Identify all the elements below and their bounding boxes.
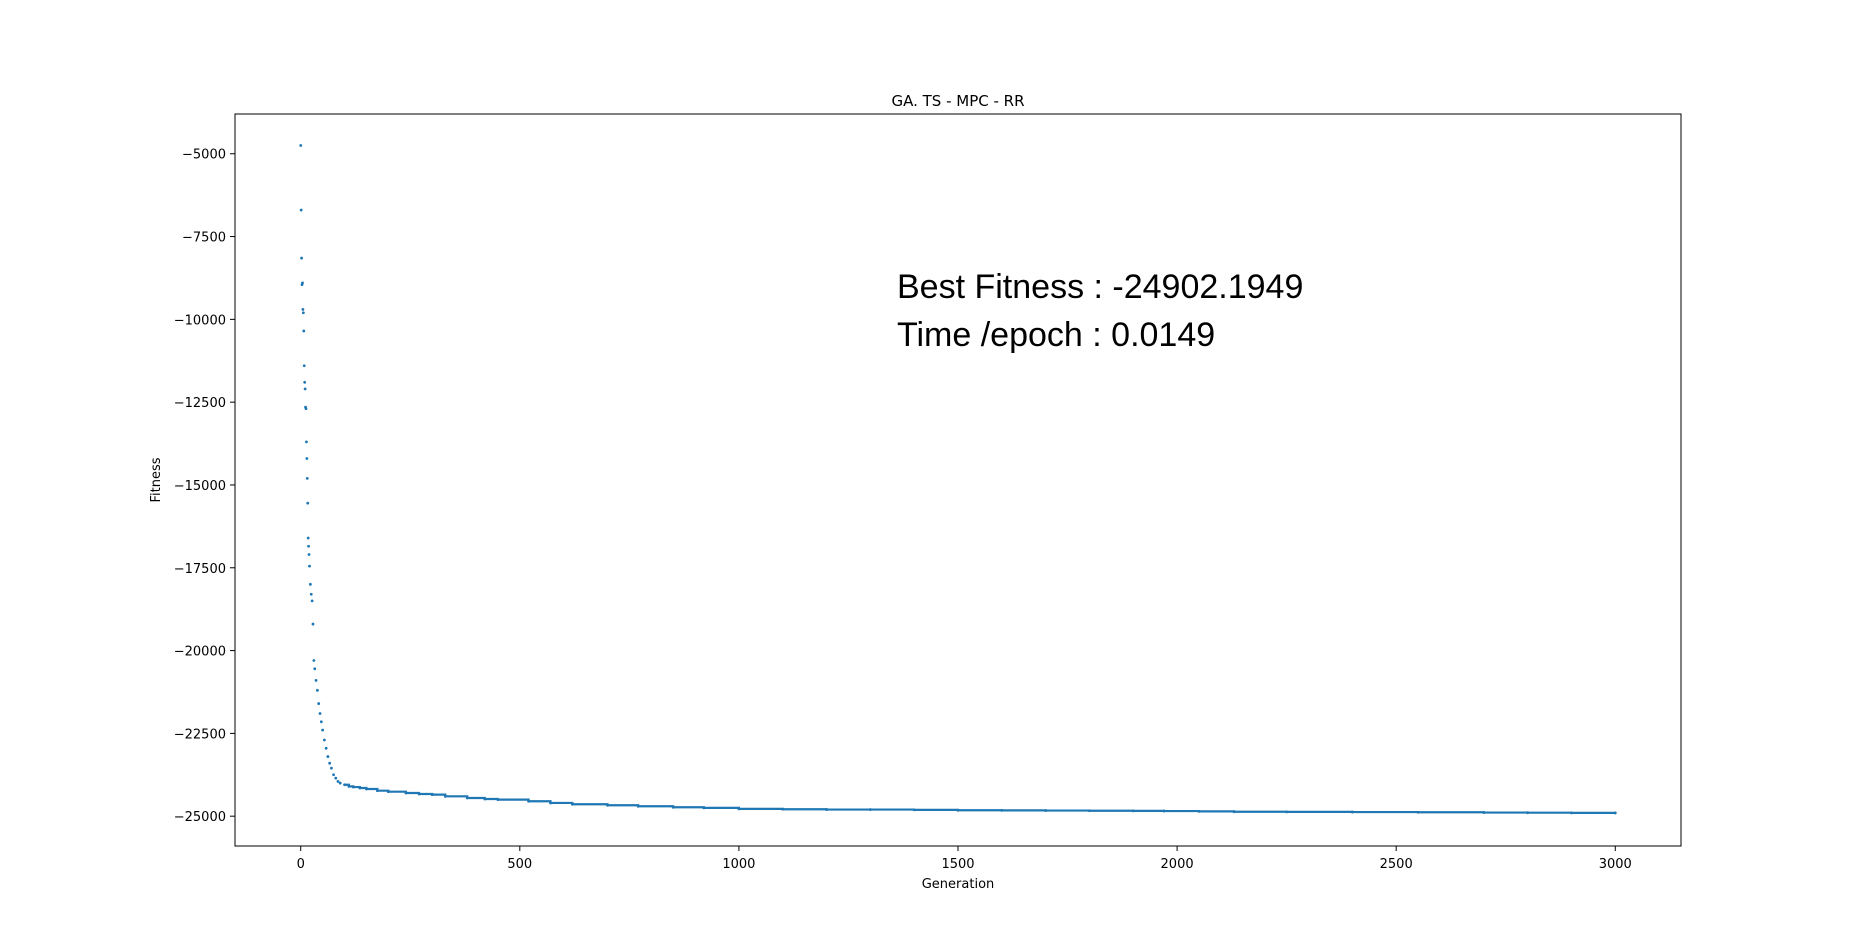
data-point xyxy=(312,659,316,662)
y-tick-label: −12500 xyxy=(174,396,226,411)
x-axis-ticks: 0 500 1000 1500 2000 2500 3000 xyxy=(297,846,1632,872)
x-tick-label: 2500 xyxy=(1380,857,1413,872)
x-tick-label: 1000 xyxy=(722,857,755,872)
x-tick-label: 2000 xyxy=(1161,857,1194,872)
data-point xyxy=(299,144,303,147)
plot-area-frame xyxy=(234,113,1682,847)
y-tick-label: −17500 xyxy=(174,562,226,577)
data-point xyxy=(338,781,342,785)
data-point xyxy=(308,564,311,568)
best-fitness-annotation: Best Fitness : -24902.1949 xyxy=(897,268,1303,306)
y-tick-label: −25000 xyxy=(174,810,226,825)
data-point xyxy=(311,622,315,626)
data-point xyxy=(302,329,306,333)
data-point xyxy=(301,311,305,315)
data-point xyxy=(306,536,310,540)
time-per-epoch-annotation: Time /epoch : 0.0149 xyxy=(897,316,1215,354)
data-point xyxy=(300,256,304,260)
data-point xyxy=(313,667,317,671)
data-point xyxy=(301,281,304,285)
data-point xyxy=(322,738,326,742)
data-point xyxy=(319,720,323,724)
data-point xyxy=(302,364,306,368)
data-point xyxy=(304,407,308,411)
y-axis-label: Fitness xyxy=(149,457,164,502)
data-point xyxy=(321,728,325,732)
dense-points-trace xyxy=(344,783,1617,814)
x-tick-label: 0 xyxy=(297,857,305,872)
data-point xyxy=(334,776,338,780)
y-tick-label: −22500 xyxy=(174,727,226,742)
y-tick-label: −7500 xyxy=(182,231,226,246)
y-axis-ticks: −5000 −7500 −10000 −12500 −15000 −17500 −20000… xyxy=(174,148,235,825)
data-point xyxy=(307,544,311,548)
y-tick-label: −15000 xyxy=(174,479,226,494)
y-tick-label: −10000 xyxy=(174,313,226,328)
data-point xyxy=(317,702,321,705)
data-point xyxy=(309,592,313,596)
x-axis-label: Generation xyxy=(922,877,995,892)
y-tick-label: −20000 xyxy=(174,645,226,660)
data-point xyxy=(315,688,319,692)
y-tick-label: −5000 xyxy=(182,148,226,163)
data-point xyxy=(299,208,303,212)
data-point xyxy=(332,773,335,777)
data-point xyxy=(305,457,309,460)
data-point xyxy=(306,501,310,505)
data-point xyxy=(336,780,340,783)
data-point xyxy=(314,678,318,682)
data-point xyxy=(326,755,330,758)
x-tick-label: 500 xyxy=(507,857,532,872)
data-point xyxy=(307,553,311,556)
data-point xyxy=(324,746,328,750)
x-tick-label: 1500 xyxy=(941,857,974,872)
chart-title: GA. TS - MPC - RR xyxy=(891,92,1024,110)
data-point xyxy=(305,476,309,480)
data-point xyxy=(305,440,308,444)
data-point xyxy=(308,582,312,586)
data-point xyxy=(328,761,332,765)
data-point xyxy=(330,766,333,770)
data-points xyxy=(299,144,1617,815)
data-point xyxy=(318,712,322,715)
x-tick-label: 3000 xyxy=(1599,857,1632,872)
data-point xyxy=(303,387,307,391)
data-point xyxy=(303,380,307,384)
data-point xyxy=(301,308,305,311)
data-point xyxy=(310,599,314,603)
